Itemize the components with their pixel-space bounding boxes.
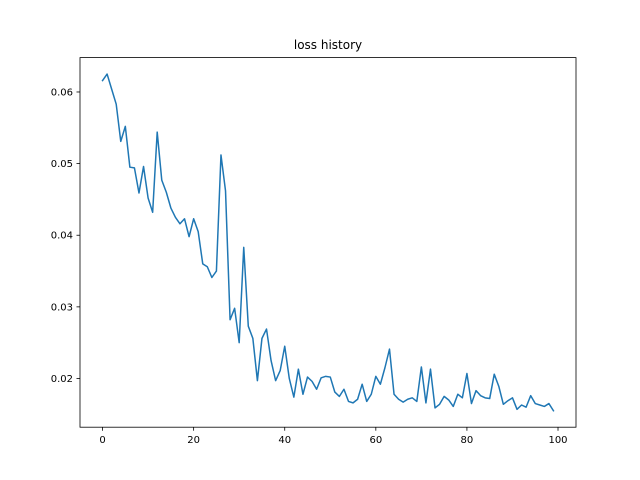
y-tick-label: 0.04 [51,231,73,242]
y-tick-label: 0.03 [51,302,73,313]
x-tick-label: 40 [278,435,291,446]
loss-line [101,73,555,412]
x-tick-label: 60 [369,435,382,446]
x-tick-label: 0 [99,435,105,446]
y-tick-label: 0.05 [51,159,73,170]
axis-ticks: 0 20 40 60 80 100 0.02 0.03 0.04 0.05 0.06 [51,87,568,446]
plot-frame [79,57,577,428]
plot-area [101,73,555,412]
x-tick-label: 80 [461,435,474,446]
chart-title: loss history [294,38,362,52]
x-tick-label: 20 [187,435,200,446]
x-tick-label: 100 [548,435,567,446]
y-tick-label: 0.02 [51,374,73,385]
y-tick-label: 0.06 [51,87,73,98]
